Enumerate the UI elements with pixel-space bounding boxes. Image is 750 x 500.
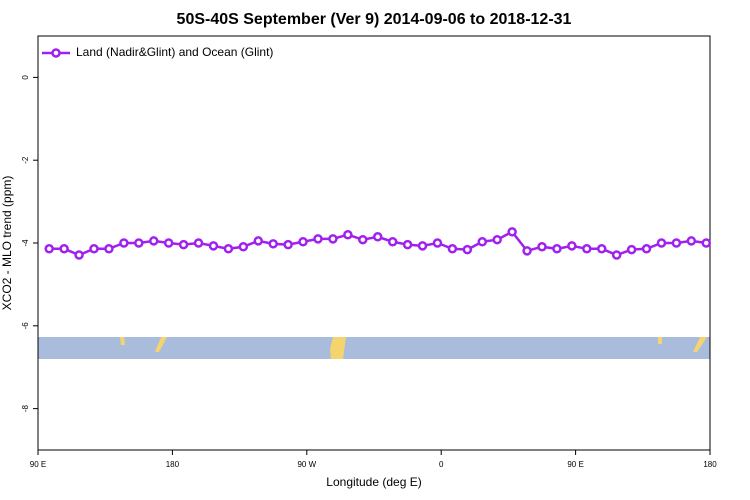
land-mask: [38, 337, 710, 359]
x-tick-label: 180: [703, 460, 717, 469]
point: [507, 227, 517, 237]
point: [74, 250, 84, 260]
point: [59, 244, 69, 254]
point: [447, 244, 458, 254]
point: [372, 232, 383, 242]
point: [492, 234, 502, 245]
point: [119, 238, 129, 248]
point: [656, 238, 667, 248]
x-tick-label: 90 E: [567, 460, 583, 469]
point: [178, 239, 189, 250]
point: [148, 236, 159, 246]
x-tick-label: 0: [439, 460, 444, 469]
point: [701, 238, 712, 248]
point: [89, 244, 99, 254]
point: [253, 236, 264, 246]
chart-title: 50S-40S September (Ver 9) 2014-09-06 to …: [177, 11, 572, 28]
y-tick-label: -8: [21, 404, 30, 412]
point: [402, 239, 413, 250]
point: [223, 244, 234, 254]
point: [671, 238, 682, 248]
point: [343, 229, 353, 240]
y-tick-label: -2: [21, 156, 30, 164]
point: [626, 244, 637, 255]
point: [238, 241, 249, 252]
x-axis-label: Longitude (deg E): [326, 475, 421, 489]
point: [387, 237, 398, 247]
point: [611, 250, 622, 260]
point: [283, 239, 293, 250]
y-tick-label: 0: [21, 75, 30, 80]
point: [582, 244, 592, 254]
x-tick-label: 90 E: [30, 460, 46, 469]
legend-label: Land (Nadir&Glint) and Ocean (Glint): [76, 45, 273, 59]
point: [104, 244, 114, 254]
point: [298, 237, 308, 247]
point: [417, 241, 428, 251]
point: [552, 244, 562, 254]
point: [641, 244, 652, 254]
point: [432, 238, 443, 248]
point: [522, 246, 532, 256]
point: [134, 238, 144, 248]
y-tick-label: -6: [21, 322, 30, 330]
point: [193, 238, 204, 248]
point: [596, 244, 607, 254]
point: [163, 238, 174, 248]
point: [537, 241, 547, 252]
point: [686, 236, 697, 246]
point: [567, 241, 577, 251]
point: [208, 241, 219, 251]
point: [313, 234, 323, 244]
point: [268, 239, 278, 249]
point: [328, 234, 338, 244]
point: [358, 234, 368, 245]
legend-marker: [51, 48, 61, 58]
x-tick-label: 90 W: [297, 460, 316, 469]
point: [44, 244, 54, 254]
point: [477, 237, 488, 247]
y-tick-label: -4: [21, 239, 30, 247]
y-axis-label: XCO2 - MLO trend (ppm): [0, 176, 14, 311]
x-tick-label: 180: [166, 460, 180, 469]
point: [462, 244, 473, 255]
